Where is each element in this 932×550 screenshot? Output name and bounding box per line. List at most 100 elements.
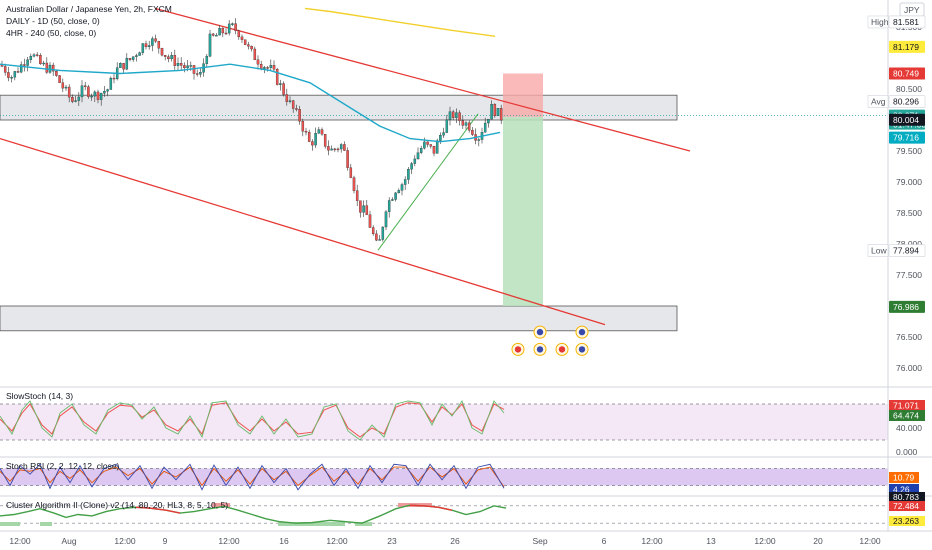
trend-line: [377, 113, 479, 251]
candle-body: [330, 148, 333, 151]
trade-position[interactable]: [0, 73, 888, 307]
event-markers[interactable]: [511, 325, 589, 356]
candle-body: [464, 122, 468, 126]
price-tag: 76.986: [893, 302, 919, 312]
price-tag: 80.004: [893, 115, 919, 125]
candle-body: [499, 108, 503, 121]
channel-lines[interactable]: [0, 7, 691, 326]
candle-body: [135, 55, 138, 57]
osc-tag: 4.26: [893, 485, 910, 495]
candle-body: [147, 45, 151, 48]
price-tag: 81.179: [893, 42, 919, 52]
candle-body: [26, 59, 29, 66]
candles: [0, 18, 503, 242]
candle-body: [128, 58, 132, 60]
slowstoch-d-line: [0, 402, 505, 438]
osc-tag-bg: [889, 492, 925, 502]
cluster-line-red: [409, 504, 453, 511]
candle-body: [253, 48, 257, 60]
candle-body: [288, 100, 292, 102]
event-flag-icon: [536, 328, 544, 336]
candle-body: [471, 130, 474, 135]
slowstoch-k-line: [0, 400, 505, 441]
indicator-daily-label: DAILY - 1D (50, close, 0): [6, 16, 100, 26]
candle-body: [432, 145, 436, 154]
candle-body: [215, 34, 218, 37]
candle-body: [426, 141, 429, 145]
candle-body: [407, 169, 410, 180]
candle-body: [311, 141, 314, 146]
candle-body: [199, 72, 202, 75]
cluster-bar-top: [212, 503, 230, 507]
price-tick: 77.500: [896, 270, 922, 280]
candle-body: [301, 121, 305, 132]
time-axis[interactable]: 12:00 Aug 12:00 9 12:00 16 12:00 23 26 Sep 6 12:00 1…: [9, 536, 881, 546]
candle-body: [87, 86, 90, 97]
sr-zone: [0, 305, 678, 332]
time-tick: 12:00: [218, 536, 240, 546]
price-tick: 76.000: [896, 363, 922, 373]
candle-body: [122, 63, 125, 70]
candle-body: [7, 72, 10, 78]
candle-body: [112, 77, 116, 80]
price-tag-bg: [889, 300, 925, 313]
candle-body: [243, 39, 247, 45]
candle-body: [429, 144, 433, 147]
candle-body: [448, 111, 452, 120]
price-tick: 78.000: [896, 239, 922, 249]
candle-body: [419, 148, 423, 153]
candle-body: [259, 64, 263, 69]
candle-body: [291, 100, 295, 109]
time-tick: 23: [387, 536, 397, 546]
time-tick: 12:00: [754, 536, 776, 546]
candle-body: [365, 205, 369, 215]
candle-body: [413, 158, 417, 164]
price-tick: 78.500: [896, 208, 922, 218]
candle-body: [141, 43, 145, 53]
osc-tag: 72.484: [893, 501, 919, 511]
candle-body: [266, 67, 269, 69]
osc-tag-bg: [889, 501, 925, 511]
time-tick: Sep: [532, 536, 547, 546]
price-tag-prefix: Avg: [871, 97, 886, 107]
candle-body: [451, 111, 455, 118]
candle-body: [490, 104, 493, 120]
candle-body: [359, 200, 362, 213]
price-axis[interactable]: 81.50080.50079.50079.00078.50078.00077.5…: [867, 15, 926, 373]
candle-body: [218, 28, 221, 36]
chart-title: Australian Dollar / Japanese Yen, 2h, FX…: [6, 4, 172, 14]
event-flag-icon: [578, 346, 586, 353]
price-tick: 79.500: [896, 146, 922, 156]
candle-body: [77, 96, 81, 101]
candle-body: [35, 54, 39, 56]
candle-body: [10, 77, 13, 79]
candle-body: [23, 64, 26, 66]
price-tick: 80.500: [896, 84, 922, 94]
price-tag-bg: [889, 67, 925, 80]
candle-body: [323, 134, 327, 147]
candle-body: [221, 28, 225, 34]
candle-body: [189, 65, 193, 67]
candle-body: [83, 85, 87, 88]
candle-body: [224, 32, 228, 35]
candle-body: [205, 56, 209, 64]
candle-body: [208, 33, 212, 57]
candle-body: [211, 33, 215, 36]
candle-body: [349, 167, 353, 178]
time-tick: 12:00: [114, 536, 136, 546]
cluster-title: Cluster Algorithm II (Clone) v2 (14, 80,…: [6, 500, 228, 510]
candle-body: [55, 70, 58, 76]
candle-body: [400, 184, 404, 191]
candle-body: [39, 55, 42, 65]
candle-body: [496, 108, 500, 117]
candle-body: [106, 89, 109, 92]
indicator-4hr-label: 4HR - 240 (50, close, 0): [6, 28, 96, 38]
slowstoch-title: SlowStoch (14, 3): [6, 391, 73, 401]
candle-body: [74, 100, 77, 102]
candle-body: [263, 67, 266, 69]
target-zone: [503, 116, 543, 307]
candle-body: [439, 135, 442, 141]
price-tag-prefix-bg: [867, 244, 889, 257]
candle-body: [176, 63, 180, 66]
